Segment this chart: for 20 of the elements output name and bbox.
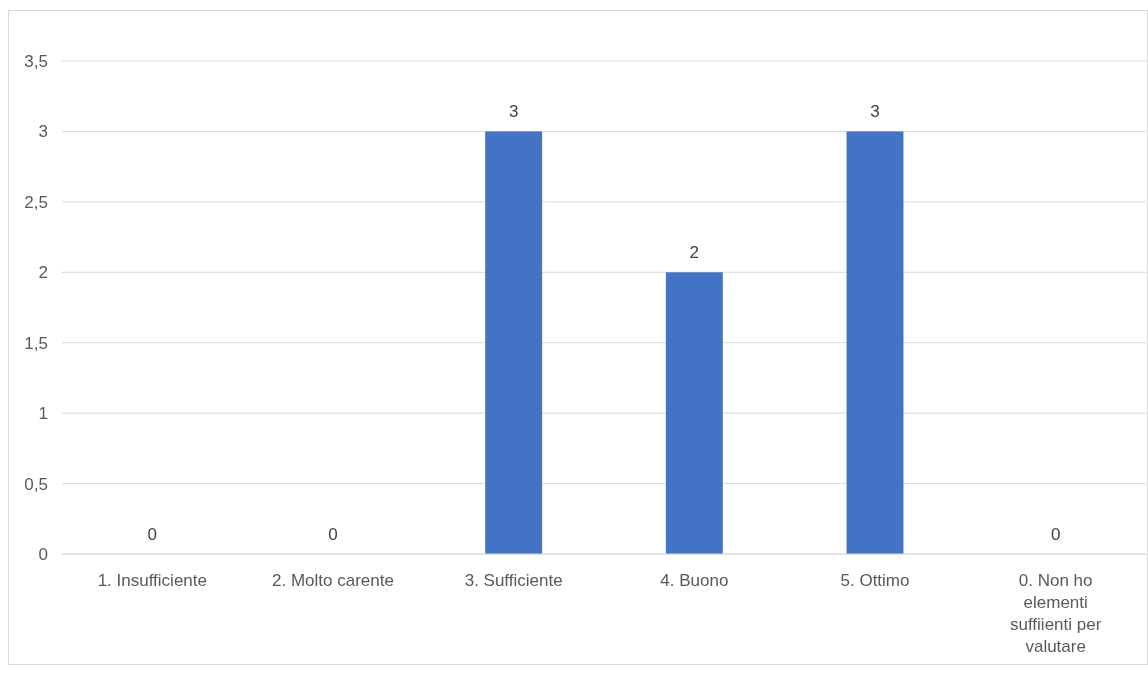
y-tick-label: 1 bbox=[38, 404, 48, 424]
data-label: 2 bbox=[689, 243, 700, 263]
data-label: 0 bbox=[328, 525, 338, 544]
y-tick-label: 0 bbox=[38, 544, 48, 564]
y-tick-label: 3,5 bbox=[24, 51, 48, 71]
x-tick-label: 1. Insufficiente bbox=[97, 571, 207, 590]
x-tick-label: 0. Non ho elementi suffiienti per valutare bbox=[1009, 571, 1102, 656]
data-label: 3 bbox=[870, 102, 880, 122]
y-tick-label: 0,5 bbox=[24, 474, 48, 494]
data-label: 0 bbox=[147, 525, 158, 544]
data-label: 0 bbox=[1050, 525, 1061, 544]
x-tick-label: 3. Sufficiente bbox=[464, 571, 563, 590]
data-label: 3 bbox=[508, 102, 519, 122]
y-tick-label: 1,5 bbox=[24, 333, 48, 353]
y-tick-label: 2 bbox=[38, 263, 48, 283]
x-tick-label: 4. Buono bbox=[660, 571, 729, 590]
y-tick-label: 3 bbox=[38, 122, 48, 142]
x-tick-label: 2. Molto carente bbox=[272, 571, 394, 590]
y-tick-label: 2,5 bbox=[24, 192, 48, 212]
x-tick-label: 5. Ottimo bbox=[840, 571, 910, 590]
